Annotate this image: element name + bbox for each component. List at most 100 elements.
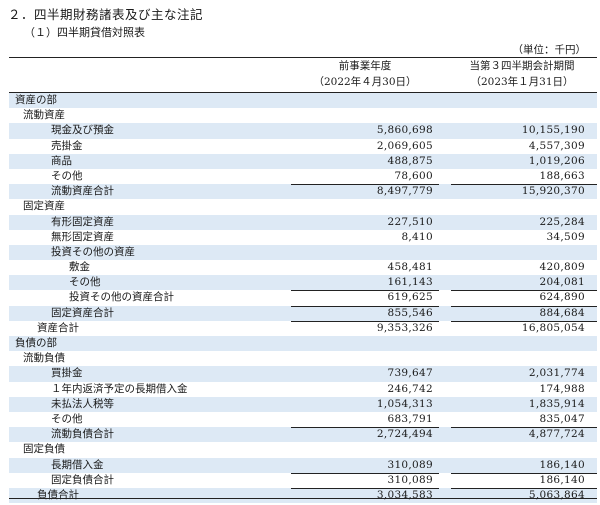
row-label: 負債合計: [37, 488, 79, 501]
table-top-border: [9, 57, 597, 58]
unit-label: （単位：千円）: [512, 44, 587, 56]
table-row-total: 資産合計 9,353,326 16,805,054: [9, 320, 597, 336]
row-label: 負債の部: [15, 337, 57, 349]
row-label: 現金及び預金: [51, 124, 114, 137]
column-header-date: （2023年１月31日）: [470, 76, 574, 88]
table-row-total: 負債合計 3,034,583 5,063,864: [9, 487, 597, 504]
table-row: 無形固定資産 8,410 34,509: [9, 230, 597, 245]
table-row: 現金及び預金 5,860,698 10,155,190: [9, 123, 597, 139]
current-value: 16,805,054: [521, 321, 585, 334]
subtotal-rule: [451, 184, 597, 186]
table-row-subtotal: 流動資産合計 8,497,779 15,920,370: [9, 184, 597, 200]
row-label: 固定資産: [23, 200, 65, 213]
table-row: 長期借入金 310,089 186,140: [9, 457, 597, 473]
row-label: その他: [51, 169, 83, 182]
current-value: 174,988: [539, 382, 585, 395]
current-value: 10,155,190: [521, 124, 585, 137]
prior-value: 8,497,779: [376, 185, 433, 198]
table-row-subtotal: 流動負債合計 2,724,494 4,877,724: [9, 427, 597, 443]
subtotal-rule: [451, 290, 597, 292]
current-value: 1,019,206: [528, 154, 585, 167]
current-value: 225,284: [539, 215, 585, 228]
table-row: 資産の部: [9, 93, 597, 109]
table-row: その他 78,600 188,663: [9, 169, 597, 184]
current-value: 4,557,309: [528, 139, 585, 152]
column-header-line: 前事業年度: [338, 60, 392, 72]
table-row: 買掛金 739,647 2,031,774: [9, 366, 597, 382]
row-label: 流動資産合計: [51, 185, 114, 198]
table-row-subtotal: 固定負債合計 310,089 186,140: [9, 472, 597, 488]
table-row: 固定資産: [9, 199, 597, 214]
header-divider: [9, 92, 597, 93]
current-value: 186,140: [539, 458, 585, 471]
prior-value: 3,034,583: [376, 488, 433, 501]
prior-value: 310,089: [387, 458, 433, 471]
prior-value: 2,724,494: [376, 428, 433, 441]
current-value: 4,877,724: [528, 428, 585, 441]
prior-value: 9,353,326: [376, 321, 433, 334]
current-value: 884,684: [539, 306, 585, 319]
table-row: 投資その他の資産: [9, 244, 597, 261]
prior-value: 246,742: [387, 382, 433, 395]
prior-value: 458,481: [387, 261, 433, 274]
row-label: １年内返済予定の長期借入金: [51, 382, 188, 395]
current-value: 188,663: [539, 169, 585, 182]
row-label: 投資その他の資産: [51, 245, 135, 258]
row-label: 流動負債合計: [51, 428, 114, 441]
current-value: 34,509: [546, 230, 585, 243]
table-row: 未払法人税等 1,054,313 1,835,914: [9, 396, 597, 412]
table-row: 負債の部: [9, 336, 597, 352]
balance-sheet-table: 資産の部 流動資産 現金及び預金 5,860,698 10,155,190 売掛金 2…: [9, 93, 597, 504]
current-value: 624,890: [539, 291, 585, 304]
subtotal-rule: [291, 305, 439, 307]
table-row: その他 683,791 835,047: [9, 412, 597, 427]
table-row: １年内返済予定の長期借入金 246,742 174,988: [9, 382, 597, 397]
subtotal-rule: [451, 305, 597, 307]
current-value: 1,835,914: [528, 397, 585, 410]
row-label: 売掛金: [51, 139, 83, 152]
column-header-prior-year: 前事業年度 （2022年４月30日）: [290, 58, 440, 96]
row-label: 流動負債: [23, 352, 65, 365]
row-label: 投資その他の資産合計: [69, 291, 174, 304]
current-value: 420,809: [539, 261, 585, 274]
row-label: 無形固定資産: [51, 230, 114, 243]
prior-value: 5,860,698: [376, 124, 433, 137]
prior-value: 488,875: [387, 154, 433, 167]
subtotal-rule: [291, 184, 439, 186]
row-label: 敷金: [69, 261, 90, 274]
subtotal-rule: [291, 290, 439, 292]
table-row-subtotal: 固定資産合計 855,546 884,684: [9, 305, 597, 321]
table-row-subtotal: 投資その他の資産合計 619,625 624,890: [9, 290, 597, 305]
row-label: その他: [69, 276, 101, 289]
row-label: 長期借入金: [51, 458, 104, 471]
table-row: 有形固定資産 227,510 225,284: [9, 214, 597, 230]
subtotal-rule: [291, 320, 439, 322]
table-row: その他 161,143 204,081: [9, 275, 597, 291]
subtotal-rule: [451, 427, 597, 429]
row-label: 買掛金: [51, 367, 83, 380]
column-header-date: （2022年４月30日）: [313, 76, 417, 88]
row-label: 固定資産合計: [51, 306, 114, 319]
table-bottom-border: [9, 498, 597, 499]
subtotal-rule: [451, 487, 597, 489]
current-value: 15,920,370: [521, 185, 585, 198]
prior-value: 310,089: [387, 473, 433, 486]
prior-value: 161,143: [387, 276, 433, 289]
subtotal-rule: [291, 472, 439, 474]
row-label: 資産の部: [15, 94, 57, 106]
subtotal-rule: [451, 472, 597, 474]
current-value: 2,031,774: [528, 367, 585, 380]
section-title: （１）四半期貸借対照表: [24, 26, 145, 39]
current-value: 5,063,864: [528, 488, 585, 501]
table-row: 流動負債: [9, 351, 597, 366]
subtotal-rule: [291, 427, 439, 429]
row-label: 有形固定資産: [51, 215, 114, 228]
prior-value: 227,510: [387, 215, 433, 228]
document-title: ２．四半期財務諸表及び主な注記: [8, 7, 204, 22]
row-label: 固定負債合計: [51, 473, 114, 486]
prior-value: 619,625: [387, 291, 433, 304]
table-row: 敷金 458,481 420,809: [9, 260, 597, 275]
table-row: 売掛金 2,069,605 4,557,309: [9, 139, 597, 154]
row-label: 資産合計: [37, 321, 79, 334]
prior-value: 855,546: [387, 306, 433, 319]
